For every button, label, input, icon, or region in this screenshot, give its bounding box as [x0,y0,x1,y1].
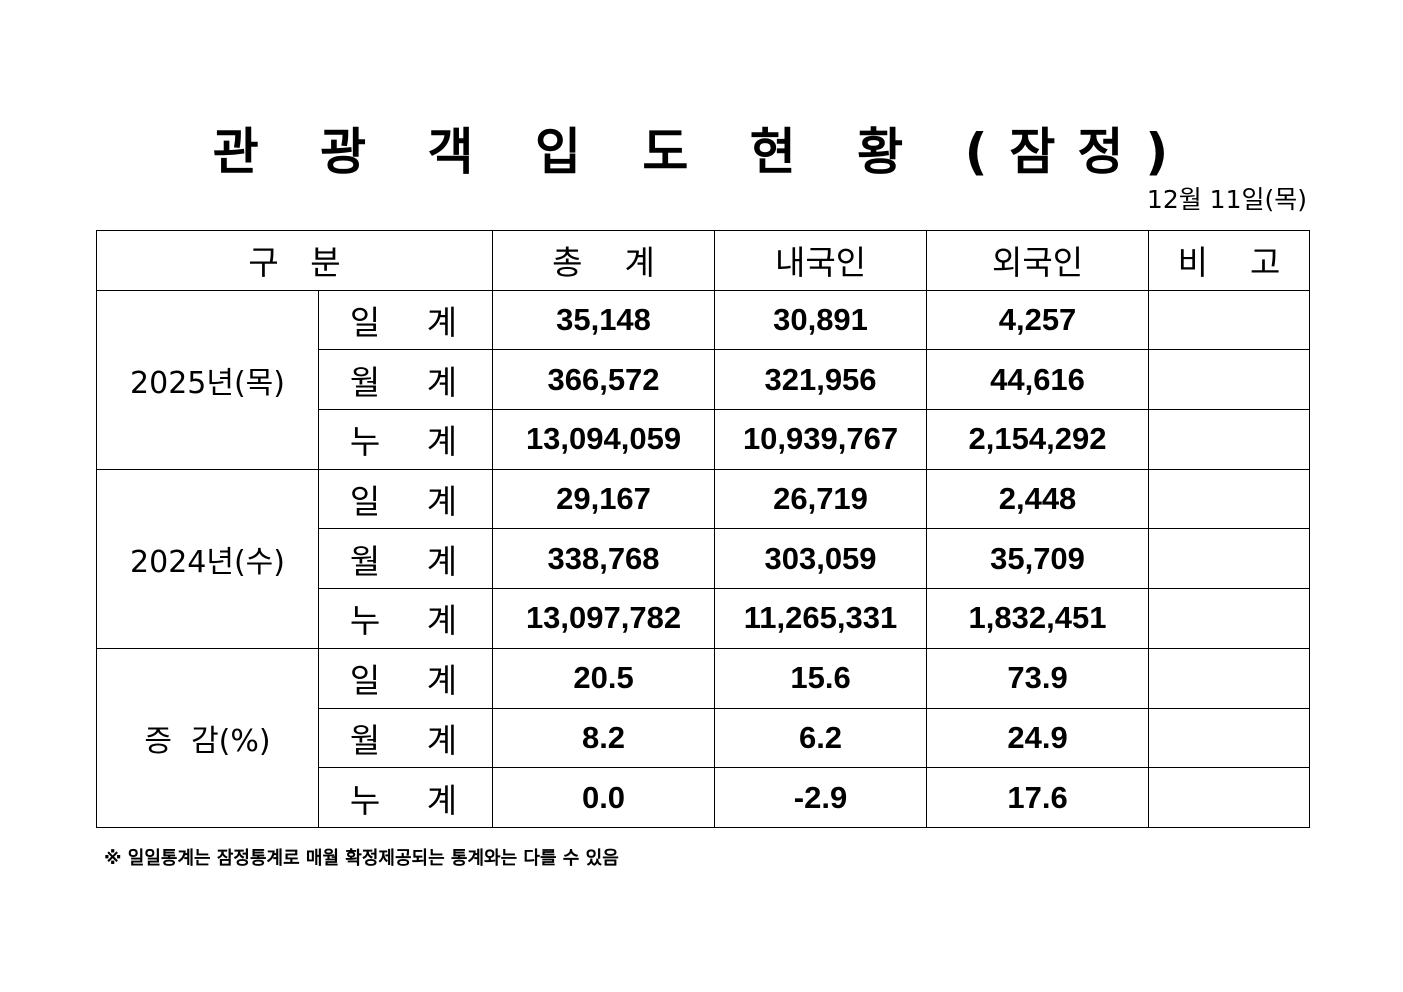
remarks-cell [1148,588,1311,649]
total-value: 0.0 [492,767,716,828]
table-row: 증 감(%) 일 계 20.5 15.6 73.9 [96,647,1311,828]
foreign-value: 1,832,451 [926,588,1150,649]
domestic-value: 15.6 [714,647,928,709]
foreign-value: 24.9 [926,707,1150,769]
group-label: 증 감(%) [96,647,319,828]
domestic-value: 321,956 [714,349,928,411]
table-row: 2024년(수) 일 계 29,167 26,719 2,448 [96,468,1311,649]
total-value: 20.5 [492,647,716,709]
remarks-cell [1148,409,1311,470]
remarks-cell [1148,468,1311,530]
row-type: 일 계 [317,468,494,530]
total-value: 13,097,782 [492,588,716,649]
row-type: 월 계 [317,707,494,769]
domestic-value: 26,719 [714,468,928,530]
foreign-value: 73.9 [926,647,1150,709]
remarks-cell [1148,647,1311,709]
row-type: 일 계 [317,289,494,351]
foreign-value: 44,616 [926,349,1150,411]
domestic-value: 10,939,767 [714,409,928,470]
table-row: 2025년(목) 일 계 35,148 30,891 4,257 [96,289,1311,470]
group-label: 2025년(목) [96,289,319,470]
foreign-value: 2,154,292 [926,409,1150,470]
remarks-cell [1148,767,1311,828]
header-domestic: 내국인 [714,230,928,291]
domestic-value: 11,265,331 [714,588,928,649]
header-total: 총 계 [492,230,716,291]
row-type: 누 계 [317,409,494,470]
table-row: 월 계 338,768 303,059 35,709 [97,528,1311,590]
domestic-value: -2.9 [714,767,928,828]
remarks-cell [1148,528,1311,590]
table-row: 월 계 366,572 321,956 44,616 [97,349,1311,411]
header-foreign: 외국인 [926,230,1150,291]
table-row: 누 계 13,097,782 11,265,331 1,832,451 [97,588,1311,649]
remarks-cell [1148,289,1311,351]
report-date: 12월 11일(목) [1146,185,1307,214]
row-type: 누 계 [317,588,494,649]
visitor-table: 구 분 총 계 내국인 외국인 비 고 2025년(목) 일 계 35,148 30,… [95,230,1311,828]
total-value: 35,148 [492,289,716,351]
row-type: 월 계 [317,528,494,590]
footnote: ※ 일일통계는 잠정통계로 매월 확정제공되는 통계와는 다를 수 있음 [104,848,619,869]
foreign-value: 4,257 [926,289,1150,351]
header-remarks: 비 고 [1148,230,1311,291]
remarks-cell [1148,707,1311,769]
group-label: 2024년(수) [96,468,319,649]
page-title: 관 광 객 입 도 현 황 (잠정) [212,123,1191,181]
total-value: 338,768 [492,528,716,590]
domestic-value: 303,059 [714,528,928,590]
header-category: 구 분 [95,230,494,291]
row-type: 누 계 [317,767,494,828]
total-value: 29,167 [492,468,716,530]
total-value: 8.2 [492,707,716,769]
total-value: 13,094,059 [492,409,716,470]
remarks-cell [1148,349,1311,411]
row-type: 일 계 [317,647,494,709]
header-row: 구 분 총 계 내국인 외국인 비 고 [95,230,1311,291]
domestic-value: 30,891 [714,289,928,351]
total-value: 366,572 [492,349,716,411]
table-row: 월 계 8.2 6.2 24.9 [97,707,1311,769]
table-row: 누 계 0.0 -2.9 17.6 [97,767,1311,828]
foreign-value: 35,709 [926,528,1150,590]
table-row: 누 계 13,094,059 10,939,767 2,154,292 [97,409,1311,470]
foreign-value: 17.6 [926,767,1150,828]
domestic-value: 6.2 [714,707,928,769]
row-type: 월 계 [317,349,494,411]
foreign-value: 2,448 [926,468,1150,530]
